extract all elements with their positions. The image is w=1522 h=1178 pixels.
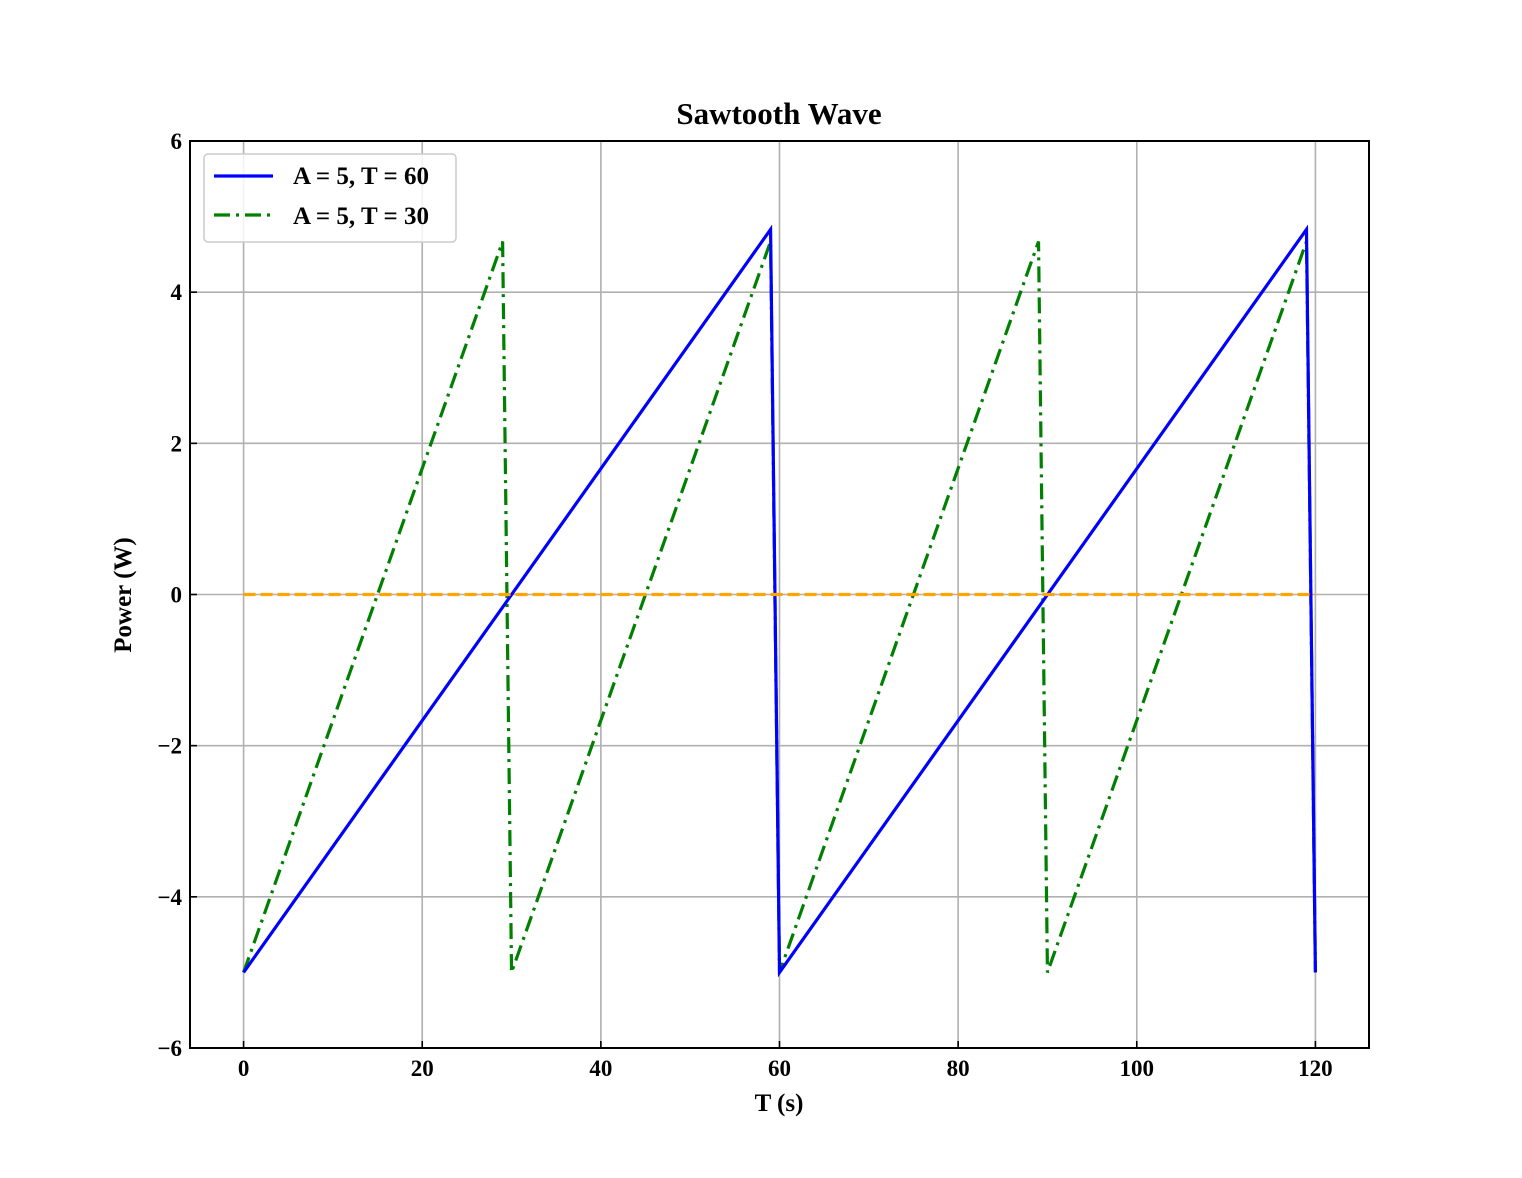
series-lines xyxy=(242,224,1318,978)
x-tick-label: 40 xyxy=(589,1056,612,1081)
legend-label-green: A = 5, T = 30 xyxy=(293,203,429,230)
y-axis-label: Power (W) xyxy=(110,537,137,652)
y-tick-label: −2 xyxy=(157,734,182,759)
x-tick-label: 100 xyxy=(1120,1056,1155,1081)
axis-ticks: 0 20 40 60 80 100 120 −6 −4 −2 0 2 4 6 xyxy=(157,129,1332,1081)
y-tick-label: 2 xyxy=(171,431,183,456)
y-tick-label: 6 xyxy=(171,129,183,154)
x-axis-label: T (s) xyxy=(755,1090,804,1117)
x-tick-label: 60 xyxy=(768,1056,791,1081)
legend-label-blue: A = 5, T = 60 xyxy=(293,163,429,190)
x-tick-label: 0 xyxy=(238,1056,250,1081)
x-tick-label: 120 xyxy=(1298,1056,1333,1081)
y-tick-label: 4 xyxy=(171,280,183,305)
y-tick-label: −6 xyxy=(157,1036,182,1061)
y-tick-label: 0 xyxy=(171,583,183,608)
y-tick-label: −4 xyxy=(157,885,182,910)
chart-title: Sawtooth Wave xyxy=(676,96,881,131)
series-line-blue xyxy=(242,224,1318,978)
legend: A = 5, T = 60 A = 5, T = 30 xyxy=(203,153,457,243)
x-tick-label: 20 xyxy=(411,1056,434,1081)
x-tick-label: 80 xyxy=(947,1056,970,1081)
